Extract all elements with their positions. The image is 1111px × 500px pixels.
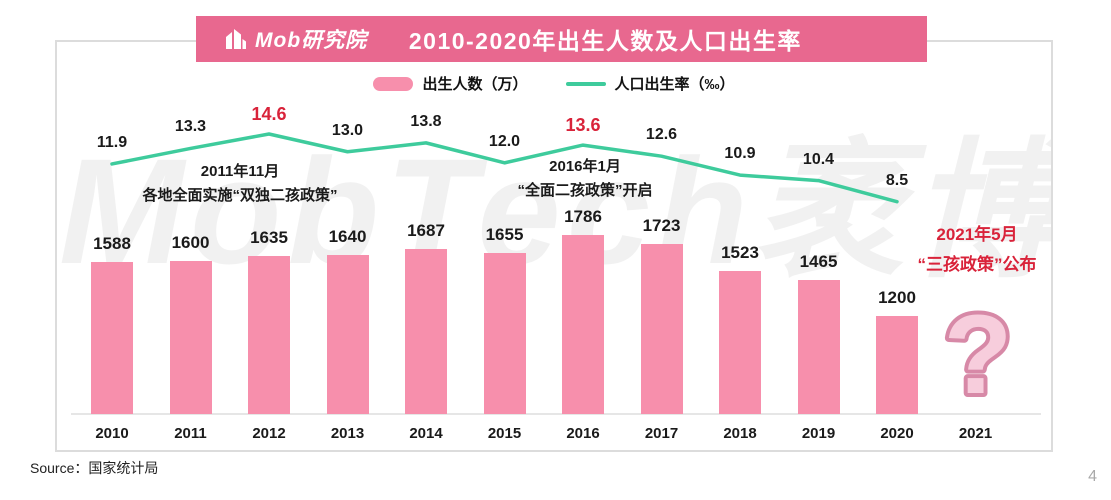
rate-label-2014: 13.8 [410, 112, 442, 130]
rate-label-2019: 10.4 [802, 150, 835, 168]
x-axis-label-2018: 2018 [723, 425, 757, 442]
rate-label-2010: 11.9 [96, 133, 128, 151]
chart-frame: MobTech袤博 出生人数（万） 人口出生率（‰） 1588 1600 1635 1… [55, 40, 1053, 452]
bar-2012 [248, 255, 290, 414]
bar-2011 [169, 260, 212, 414]
annotation-2016-date: 2016年1月 [549, 158, 621, 175]
x-axis-label-2021: 2021 [958, 425, 993, 442]
rate-label-2011: 13.3 [174, 118, 207, 136]
annotation-2016-text: “全面二孩政策”开启 [517, 182, 653, 199]
bar-value-2019: 1465 [799, 251, 838, 271]
x-axis-label-2010: 2010 [95, 425, 129, 442]
rate-label-2015: 12.0 [488, 132, 521, 150]
legend-item-births: 出生人数（万） [373, 73, 528, 94]
x-axis-label-2017: 2017 [644, 425, 679, 442]
x-axis-label-2019: 2019 [801, 425, 836, 442]
birth-rate-line-chart [110, 132, 899, 204]
bar-2016 [562, 234, 604, 414]
annotation-2021-text: “三孩政策”公布 [917, 255, 1037, 274]
bar-2020 [876, 316, 918, 414]
annotation-2011-policy: 2011年11月 各地全面实施“双独二孩政策” [142, 160, 337, 208]
annotation-2016-policy: 2016年1月 “全面二孩政策”开启 [517, 155, 652, 203]
bar-2017 [640, 243, 683, 414]
bar-2014 [405, 248, 447, 414]
x-axis-label-2020: 2020 [880, 425, 914, 442]
bar-value-2017: 1723 [642, 215, 681, 235]
bar-2013 [326, 255, 369, 414]
annotation-2011-text: 各地全面实施“双独二孩政策” [142, 187, 338, 204]
chart-legend: 出生人数（万） 人口出生率（‰） [57, 73, 1051, 94]
bar-value-2013: 1640 [328, 227, 367, 247]
x-axis-label-2014: 2014 [409, 425, 443, 442]
x-axis-label-2012: 2012 [252, 425, 286, 442]
x-axis-label-2011: 2011 [174, 425, 207, 442]
annotation-2021-policy: 2021年5月 “三孩政策”公布 [918, 220, 1037, 280]
source-note: Source：国家统计局 [30, 460, 159, 476]
bar-value-2016: 1786 [564, 206, 602, 226]
x-axis-line [71, 413, 1041, 415]
title-banner: Mob研究院 2010-2020年出生人数及人口出生率 [196, 16, 927, 62]
logo-text: Mob研究院 [255, 29, 368, 52]
rate-label-2012: 14.6 [251, 104, 287, 124]
bar-value-2015: 1655 [485, 225, 524, 245]
rate-label-2020: 8.5 [885, 171, 909, 189]
rate-label-2017: 12.6 [645, 126, 678, 144]
rate-label-2018: 10.9 [724, 145, 756, 163]
bar-2018 [719, 271, 761, 414]
legend-label-rate: 人口出生率（‰） [614, 76, 735, 93]
bar-value-2010: 1588 [93, 234, 131, 254]
rate-label-2013: 13.0 [331, 121, 364, 139]
question-mark-glyph: ? [944, 292, 1012, 415]
bar-value-2020: 1200 [878, 288, 916, 308]
mob-logo: Mob研究院 [224, 16, 367, 62]
rate-label-2016: 13.6 [565, 115, 601, 136]
bar-value-2018: 1523 [721, 243, 759, 263]
birth-rate-polyline [110, 132, 899, 204]
bar-swatch-icon [373, 76, 414, 91]
bar-2015 [483, 253, 526, 414]
bar-2010 [91, 262, 133, 414]
x-axis-label-2016: 2016 [566, 425, 600, 442]
line-swatch-icon [565, 81, 606, 86]
bar-value-2014: 1687 [407, 220, 445, 240]
annotation-2011-date: 2011年11月 [200, 163, 280, 180]
question-mark-icon: ? [940, 290, 1016, 415]
legend-label-births: 出生人数（万） [422, 76, 528, 93]
building-icon [226, 29, 246, 49]
annotation-2021-date: 2021年5月 [936, 225, 1018, 244]
bar-2019 [797, 279, 840, 414]
x-axis-label-2015: 2015 [487, 425, 522, 442]
page-number: 4 [1088, 468, 1097, 485]
legend-item-rate: 人口出生率（‰） [565, 73, 735, 94]
x-axis-label-2013: 2013 [330, 425, 365, 442]
bar-value-2011: 1600 [171, 232, 210, 252]
chart-title: 2010-2020年出生人数及人口出生率 [408, 28, 802, 54]
bar-value-2012: 1635 [250, 227, 288, 247]
